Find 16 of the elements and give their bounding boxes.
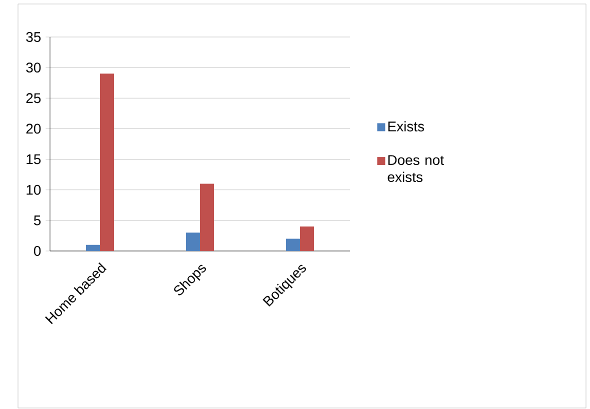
bar	[100, 74, 114, 251]
y-tick-label: 20	[26, 124, 41, 134]
y-tick-label: 35	[26, 32, 41, 42]
y-tick-label: 10	[26, 184, 41, 195]
legend-label: Exists	[388, 121, 424, 132]
bar	[286, 238, 300, 251]
y-tick-label: 0	[34, 246, 41, 256]
y-tick-label: 30	[26, 62, 41, 73]
y-tick-label: 15	[26, 154, 41, 164]
bar	[186, 232, 200, 251]
y-tick-label: 25	[26, 93, 41, 104]
bar	[86, 244, 100, 251]
bar	[200, 184, 214, 251]
bar	[300, 226, 314, 251]
legend-label: Does not exists	[388, 155, 444, 182]
y-tick-label: 5	[34, 216, 41, 226]
